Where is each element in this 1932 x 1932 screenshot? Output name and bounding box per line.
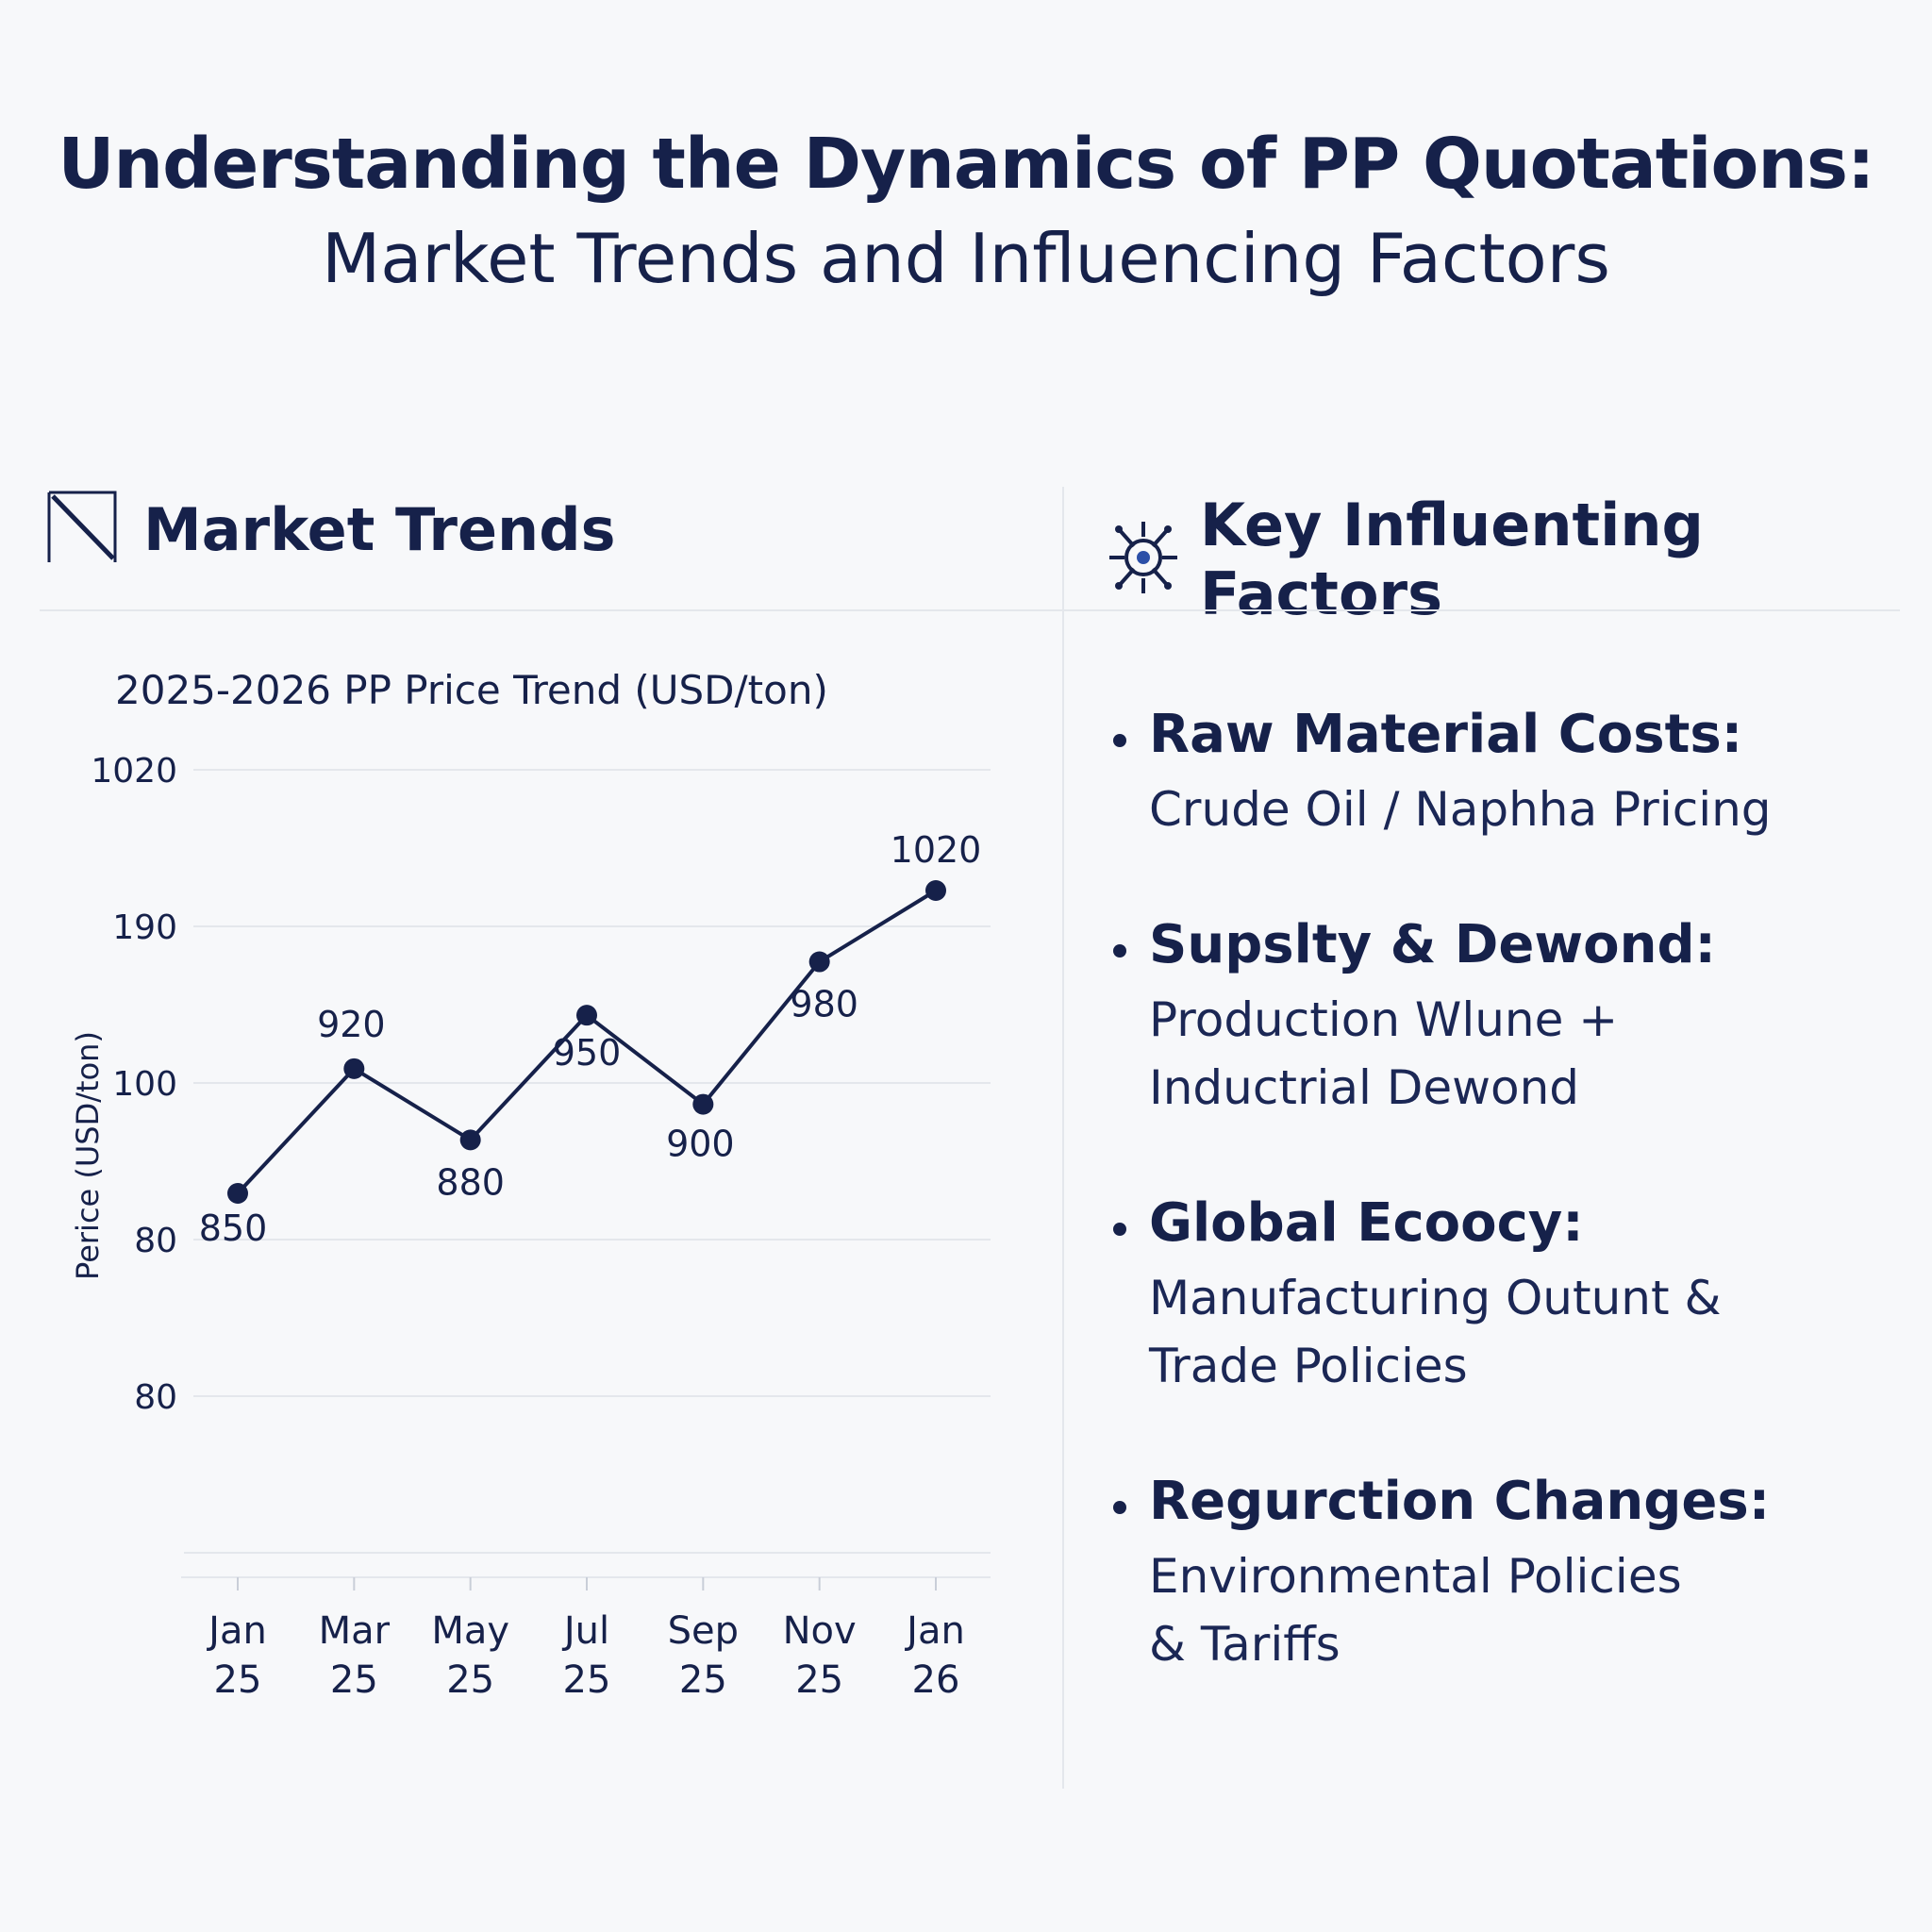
x-tick-label: Mar 25 — [319, 1609, 391, 1702]
x-tick-label: Jan 26 — [904, 1609, 965, 1702]
section-divider-horizontal — [40, 609, 1900, 611]
trend-line-icon — [47, 491, 117, 569]
y-axis-label: Perice (USD/ton) — [70, 1031, 106, 1280]
chart-title: 2025-2026 PP Price Trend (USD/ton) — [115, 667, 828, 713]
x-tick-label: Nov 25 — [783, 1609, 857, 1702]
bullet-icon — [1113, 943, 1126, 958]
factors-list: Raw Material Costs: Crude Oil / Naphha Pr… — [1113, 702, 1904, 1747]
page-subtitle: Market Trends and Influencing Factors — [322, 218, 1610, 298]
y-tick-label: 190 — [112, 908, 177, 947]
x-tick-label: Jul 25 — [561, 1609, 611, 1702]
data-point — [692, 1093, 714, 1115]
section-divider-vertical — [1062, 487, 1064, 1789]
grid-lines — [181, 769, 991, 1578]
y-tick-labels: 1020 190 100 80 80 — [91, 752, 177, 1417]
data-label: 850 — [199, 1208, 268, 1249]
market-trends-heading: Market Trends — [143, 495, 616, 564]
data-label: 980 — [790, 984, 858, 1025]
data-label: 880 — [436, 1161, 505, 1203]
x-tick-label: May 25 — [431, 1609, 509, 1702]
bullet-icon — [1113, 1222, 1126, 1236]
data-label: 920 — [317, 1004, 386, 1045]
page-header: Understanding the Dynamics of PP Quotati… — [0, 123, 1932, 299]
factor-item: Supslty & Dewond: Production Wlune + Indu… — [1113, 912, 1904, 1123]
data-label: 950 — [553, 1032, 622, 1074]
y-tick-label: 100 — [112, 1065, 177, 1104]
data-labels: 850 920 880 950 900 980 1020 — [199, 829, 982, 1249]
factor-title: Global Ecoocy: — [1149, 1191, 1584, 1254]
factor-title: Supslty & Dewond: — [1149, 913, 1716, 975]
data-point — [808, 951, 830, 973]
factor-item: Global Ecoocy: Manufacturing Outunt & Tra… — [1113, 1191, 1904, 1401]
data-label: 900 — [666, 1124, 735, 1165]
data-point — [459, 1129, 481, 1151]
chart-canvas: 2025-2026 PP Price Trend (USD/ton) Peric… — [70, 667, 991, 1702]
y-tick-label: 1020 — [91, 752, 177, 791]
factor-item: Regurction Changes: Environmental Policie… — [1113, 1469, 1904, 1679]
factor-title: Regurction Changes: — [1149, 1470, 1771, 1532]
bullet-icon — [1113, 734, 1126, 747]
x-tick-label: Jan 25 — [206, 1609, 267, 1702]
data-label: 1020 — [891, 829, 982, 871]
data-point — [925, 880, 946, 901]
factor-item: Raw Material Costs: Crude Oil / Naphha Pr… — [1113, 702, 1904, 844]
key-factors-header: Key Influenting Factors — [1106, 491, 1932, 628]
x-tick-label: Sep 25 — [668, 1609, 739, 1702]
bullet-icon — [1113, 1500, 1126, 1514]
x-tick-labels: Jan 25 Mar 25 May 25 Jul 25 Sep 25 Nov 25 Jan 26 — [206, 1577, 965, 1702]
data-point — [343, 1058, 365, 1079]
network-gear-icon — [1106, 518, 1181, 602]
factor-description: Production Wlune + Inductrial Dewond — [1149, 991, 1619, 1116]
factor-description: Crude Oil / Naphha Pricing — [1149, 782, 1772, 837]
data-point — [576, 1005, 597, 1026]
factor-title: Raw Material Costs: — [1149, 704, 1743, 765]
data-points — [227, 880, 946, 1204]
price-trend-chart: 2025-2026 PP Price Trend (USD/ton) Peric… — [0, 623, 1038, 1755]
key-factors-heading: Key Influenting Factors — [1200, 491, 1704, 628]
factor-description: Manufacturing Outunt & Trade Policies — [1149, 1270, 1722, 1394]
y-tick-label: 80 — [134, 1222, 177, 1260]
y-tick-label: 80 — [134, 1378, 177, 1417]
market-trends-header: Market Trends — [47, 491, 615, 569]
data-point — [227, 1183, 248, 1204]
factor-description: Environmental Policies & Tariffs — [1149, 1548, 1682, 1673]
page-title: Understanding the Dynamics of PP Quotati… — [58, 124, 1874, 205]
